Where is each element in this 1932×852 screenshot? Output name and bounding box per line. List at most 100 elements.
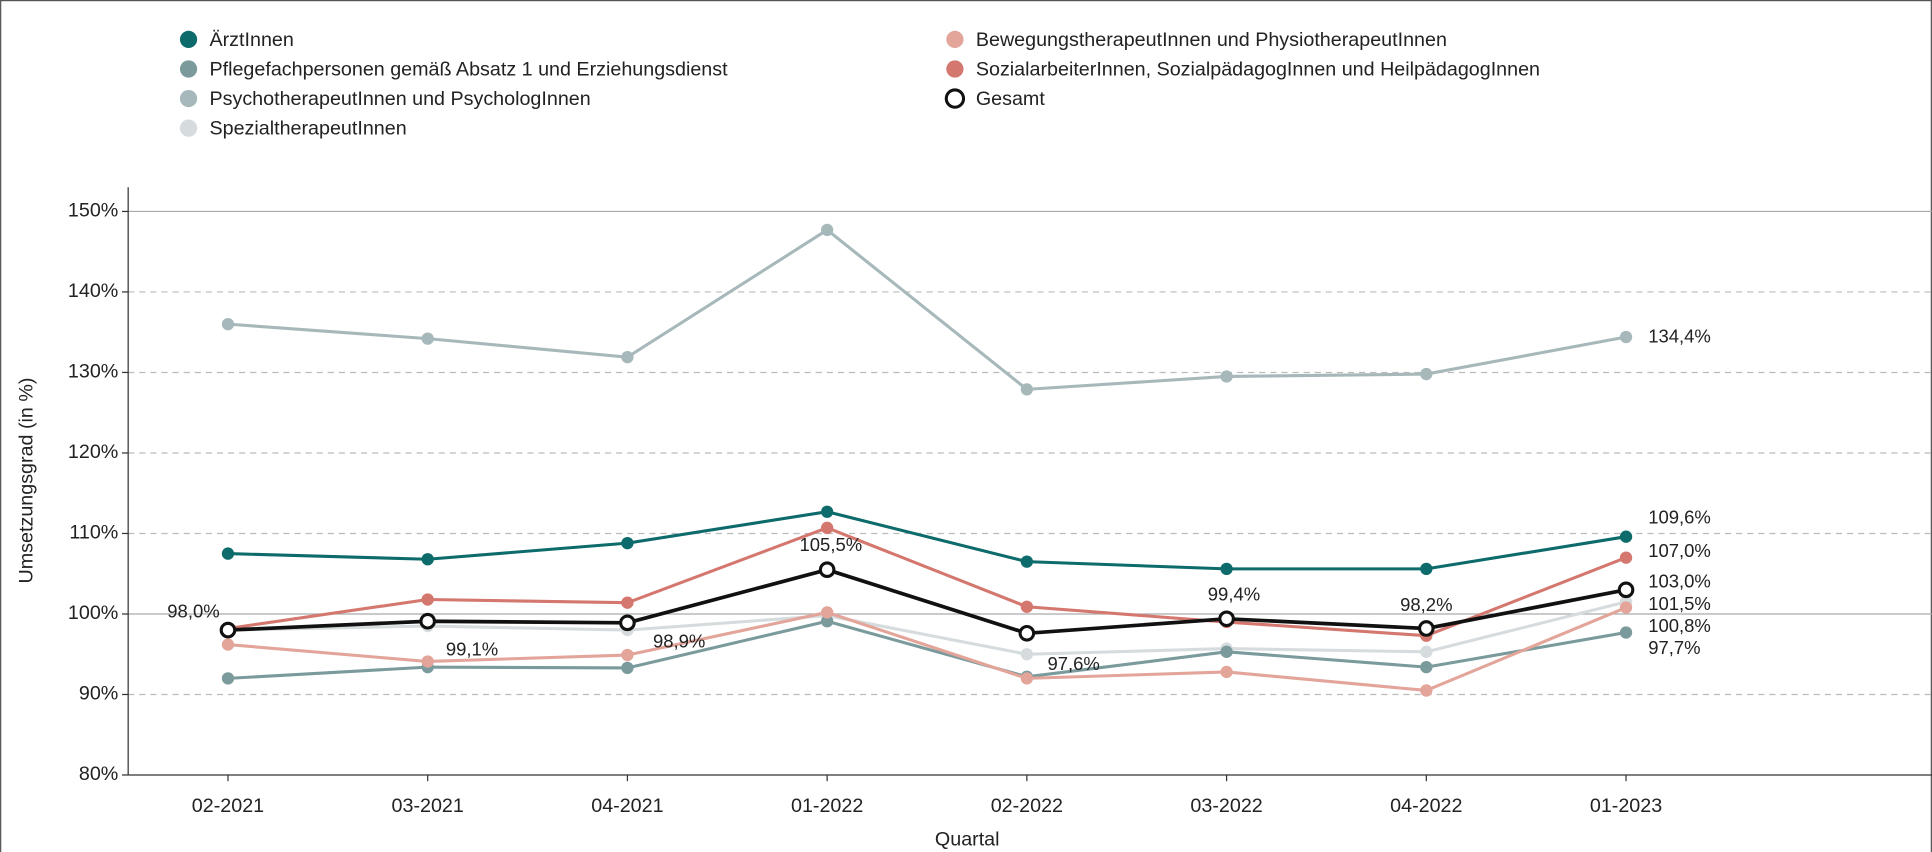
data-point — [421, 332, 434, 345]
data-point — [820, 606, 834, 619]
value-label: 109,6% — [1648, 507, 1711, 528]
y-tick-label: 110% — [69, 522, 118, 544]
data-point — [1619, 551, 1633, 564]
data-point — [820, 505, 834, 518]
data-point — [1420, 562, 1433, 576]
data-point — [421, 553, 434, 566]
data-point — [619, 614, 636, 632]
y-tick-label: 100% — [68, 602, 118, 624]
x-tick-label: 04-2022 — [1390, 795, 1462, 817]
data-point — [1420, 660, 1433, 674]
data-point — [1619, 601, 1633, 614]
legend-marker — [179, 119, 198, 137]
data-point — [419, 612, 437, 630]
data-point — [421, 593, 434, 606]
data-point — [621, 536, 634, 550]
data-point — [621, 648, 634, 662]
data-point — [1420, 645, 1433, 658]
value-label: 97,7% — [1648, 637, 1700, 658]
series-line — [227, 600, 1627, 656]
series-line — [227, 606, 1627, 693]
legend-label: PsychotherapeutInnen und PsychologInnen — [209, 88, 590, 110]
x-axis-title: Quartal — [935, 828, 1000, 850]
value-label: 99,4% — [1208, 583, 1260, 604]
y-axis-title: Umsetzungsgrad (in %) — [15, 378, 37, 584]
x-tick-label: 02-2021 — [192, 795, 264, 817]
y-tick-label: 130% — [68, 361, 118, 383]
data-point — [1218, 610, 1235, 628]
legend-label: SozialarbeiterInnen, SozialpädagogInnen … — [976, 58, 1540, 80]
series-line — [227, 567, 1627, 636]
data-point — [818, 561, 836, 579]
legend-marker — [946, 60, 964, 78]
data-point — [820, 223, 834, 237]
data-point — [1220, 370, 1233, 383]
data-point — [221, 672, 235, 685]
y-tick-label: 80% — [79, 763, 118, 785]
data-point — [1018, 624, 1036, 642]
data-point — [820, 615, 834, 628]
y-tick-label: 150% — [68, 200, 118, 222]
x-tick-label: 01-2022 — [791, 795, 863, 817]
data-point — [621, 350, 634, 364]
data-point — [1220, 665, 1233, 679]
legend-label: ÄrztInnen — [209, 29, 293, 51]
data-point — [1020, 383, 1034, 396]
data-point — [1220, 562, 1233, 576]
value-label: 100,8% — [1648, 615, 1711, 636]
x-tick-label: 04-2021 — [591, 795, 663, 817]
value-label: 105,5% — [800, 534, 863, 555]
data-point — [219, 621, 237, 639]
legend-marker — [179, 60, 198, 78]
data-point — [221, 317, 235, 331]
x-tick-label: 02-2022 — [991, 795, 1063, 817]
data-point — [1020, 672, 1034, 685]
data-point — [421, 655, 434, 668]
data-point — [1020, 555, 1034, 568]
value-label: 98,9% — [653, 630, 705, 651]
series-line — [227, 619, 1627, 680]
data-point — [1020, 600, 1034, 613]
value-label: 107,0% — [1648, 540, 1711, 561]
y-tick-label: 140% — [68, 280, 118, 302]
data-point — [621, 661, 634, 675]
value-label: 97,6% — [1047, 653, 1099, 674]
value-label: 98,0% — [167, 601, 219, 622]
data-point — [221, 638, 235, 651]
data-point — [1420, 367, 1433, 381]
value-label: 134,4% — [1648, 325, 1711, 346]
y-tick-label: 90% — [79, 683, 118, 705]
y-tick-label: 120% — [68, 441, 118, 463]
legend-label: Pflegefachpersonen gemäß Absatz 1 und Er… — [209, 58, 728, 80]
data-point — [1220, 645, 1233, 658]
data-point — [221, 547, 235, 560]
x-tick-label: 03-2021 — [392, 795, 464, 817]
value-label: 103,0% — [1648, 571, 1711, 592]
legend-marker — [944, 88, 966, 109]
x-tick-label: 01-2023 — [1590, 795, 1662, 817]
data-point — [1619, 330, 1633, 344]
data-point — [1417, 620, 1435, 637]
series-line — [227, 526, 1627, 638]
legend-marker — [179, 89, 198, 108]
legend-marker — [946, 30, 964, 49]
legend-label: SpezialtherapeutInnen — [209, 118, 406, 140]
data-point — [1619, 626, 1633, 639]
data-point — [1420, 684, 1433, 697]
data-point — [820, 521, 834, 534]
value-label: 98,2% — [1400, 594, 1452, 615]
x-tick-label: 03-2022 — [1190, 795, 1262, 817]
legend-label: BewegungstherapeutInnen und Physiotherap… — [976, 29, 1447, 51]
legend-label: Gesamt — [976, 88, 1046, 110]
data-point — [1619, 530, 1633, 543]
series-line — [227, 228, 1627, 391]
data-point — [1020, 648, 1034, 661]
data-point — [1617, 581, 1635, 599]
value-label: 101,5% — [1648, 593, 1711, 614]
legend-marker — [179, 30, 198, 49]
value-label: 99,1% — [446, 639, 498, 660]
series-line — [227, 510, 1627, 571]
data-point — [621, 596, 634, 609]
